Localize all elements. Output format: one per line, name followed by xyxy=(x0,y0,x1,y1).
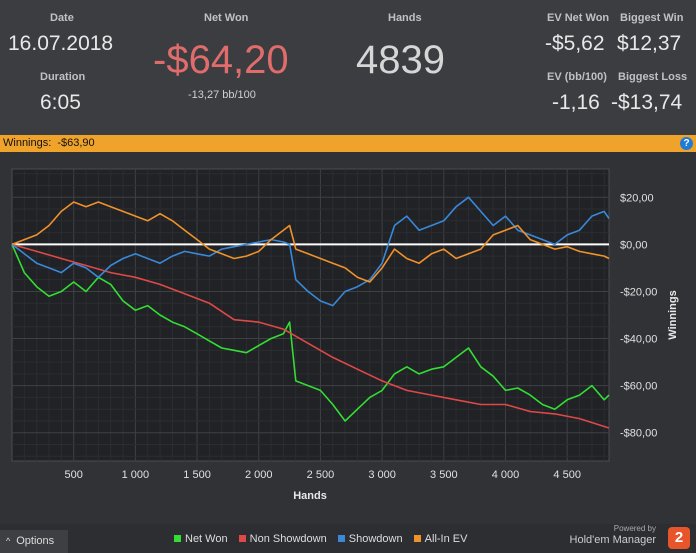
legend-item-showdown[interactable]: Showdown xyxy=(337,533,403,545)
net-won-label: Net Won xyxy=(204,12,249,24)
date-value: 16.07.2018 xyxy=(8,32,114,55)
x-tick-label: 3 000 xyxy=(368,469,396,481)
series-line-net-won xyxy=(11,244,610,422)
series-line-non-showdown xyxy=(11,243,610,429)
duration-value: 6:05 xyxy=(40,91,81,114)
winnings-chart: 500 1 000 1 500 2 000 2 500 3 000 3 500 4 000 4 … xyxy=(0,152,696,524)
footer: ^ Options Net Won Non Showdown Showdown A… xyxy=(0,524,696,553)
legend-swatch xyxy=(238,535,246,542)
biggest-win-label: Biggest Win xyxy=(620,12,684,24)
winnings-chart-svg: 500 1 000 1 500 2 000 2 500 3 000 3 500 4 000 4 … xyxy=(11,168,679,502)
series-line-showdown xyxy=(11,196,610,307)
x-tick-label: 1 500 xyxy=(183,469,211,481)
x-tick-label: 4 000 xyxy=(492,469,520,481)
y-axis-label: Winnings xyxy=(667,290,679,339)
legend-swatch xyxy=(413,535,421,542)
x-tick-label: 2 000 xyxy=(245,469,273,481)
stats-panel: Date 16.07.2018 Duration 6:05 Net Won -$… xyxy=(0,0,696,135)
brand-logo-icon: 2 xyxy=(668,527,690,549)
x-axis-label: Hands xyxy=(293,490,327,502)
duration-label: Duration xyxy=(40,71,86,83)
series-line-all-in-ev xyxy=(11,201,610,283)
legend-item-non-showdown[interactable]: Non Showdown xyxy=(238,533,327,545)
legend-swatch xyxy=(174,535,181,542)
x-tick-label: 4 500 xyxy=(553,469,581,481)
brand-name: Hold'em Manager xyxy=(569,534,656,546)
y-tick-label: $20,00 xyxy=(620,192,654,204)
date-label: Date xyxy=(50,12,74,24)
legend-label: Net Won xyxy=(185,533,228,545)
x-tick-label: 500 xyxy=(65,469,83,481)
x-tick-label: 2 500 xyxy=(307,469,335,481)
ev-bb100-value: -1,16 xyxy=(552,91,600,114)
legend-item-all-in-ev[interactable]: All-In EV xyxy=(413,533,468,545)
options-button[interactable]: ^ Options xyxy=(0,530,68,553)
y-tick-label: -$20,00 xyxy=(620,286,657,298)
y-tick-label: -$60,00 xyxy=(620,381,657,393)
ev-net-won-label: EV Net Won xyxy=(547,12,610,24)
legend-label: Non Showdown xyxy=(249,533,327,545)
options-label: Options xyxy=(16,535,55,547)
y-axis-ticks: $20,00 $0,00 -$20,00 -$40,00 -$60,00 -$80,00 xyxy=(620,192,657,439)
net-won-bb100: -13,27 bb/100 xyxy=(188,89,256,101)
ev-net-won-value: -$5,62 xyxy=(545,32,605,55)
net-won-value: -$64,20 xyxy=(153,38,289,82)
powered-by-text: Powered by xyxy=(613,524,656,533)
hands-value: 4839 xyxy=(356,38,445,82)
biggest-win-value: $12,37 xyxy=(617,32,682,55)
chart-legend: Net Won Non Showdown Showdown All-In EV xyxy=(174,533,475,545)
legend-item-net-won[interactable]: Net Won xyxy=(174,533,228,545)
brand: Powered by Hold'em Manager xyxy=(570,524,656,546)
legend-swatch xyxy=(337,535,345,542)
ev-bb100-label: EV (bb/100) xyxy=(547,71,607,83)
x-tick-label: 3 500 xyxy=(430,469,458,481)
x-tick-label: 1 000 xyxy=(122,469,150,481)
y-tick-label: $0,00 xyxy=(620,239,648,251)
hands-label: Hands xyxy=(388,12,422,24)
grid-lines xyxy=(12,169,609,461)
biggest-loss-label: Biggest Loss xyxy=(618,71,688,83)
series-lines xyxy=(11,196,610,429)
help-icon[interactable]: ? xyxy=(680,137,693,150)
legend-label: All-In EV xyxy=(424,533,468,545)
x-axis-ticks: 500 1 000 1 500 2 000 2 500 3 000 3 500 4 000 4 … xyxy=(65,469,581,481)
winnings-bar: Winnings: -$63,90 ? xyxy=(0,135,696,152)
winnings-label: Winnings: xyxy=(3,137,52,149)
legend-label: Showdown xyxy=(348,533,403,545)
winnings-value: -$63,90 xyxy=(57,137,95,149)
biggest-loss-value: -$13,74 xyxy=(611,91,683,114)
chevron-up-icon: ^ xyxy=(6,536,11,546)
y-tick-label: -$40,00 xyxy=(620,334,657,346)
y-tick-label: -$80,00 xyxy=(620,428,657,440)
